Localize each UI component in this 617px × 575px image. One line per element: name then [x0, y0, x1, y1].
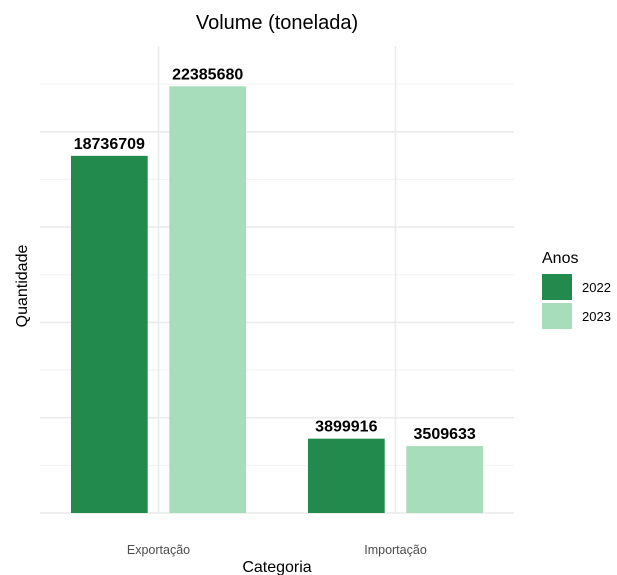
legend-swatch-2023	[542, 303, 572, 329]
bar-2023-2	[406, 446, 484, 513]
bar-labels: 18736709 22385680 3899916 3509633	[74, 66, 476, 443]
x-axis-ticks: Exportação Importação	[127, 543, 427, 557]
x-tick-label: Importação	[364, 543, 427, 557]
bar-value-label: 3509633	[414, 426, 476, 443]
legend-label: 2023	[582, 309, 611, 324]
bars	[70, 86, 484, 514]
x-tick-label: Exportação	[127, 543, 190, 557]
bar-value-label: 3899916	[315, 419, 377, 436]
legend-label: 2022	[582, 280, 611, 295]
bar-2023-1	[169, 86, 247, 514]
bar-2022-2	[307, 438, 385, 513]
x-axis-title: Categoria	[242, 559, 311, 575]
bar-value-label: 22385680	[172, 66, 243, 83]
legend-items: 2022 2023	[542, 274, 611, 329]
legend-title: Anos	[542, 250, 578, 267]
legend: Anos 2022 2023	[542, 250, 611, 329]
chart-title: Volume (tonelada)	[196, 12, 358, 34]
legend-swatch-2022	[542, 274, 572, 300]
bar-2022-1	[70, 155, 148, 513]
bar-value-label: 18736709	[74, 136, 145, 153]
y-axis-title: Quantidade	[14, 245, 31, 328]
